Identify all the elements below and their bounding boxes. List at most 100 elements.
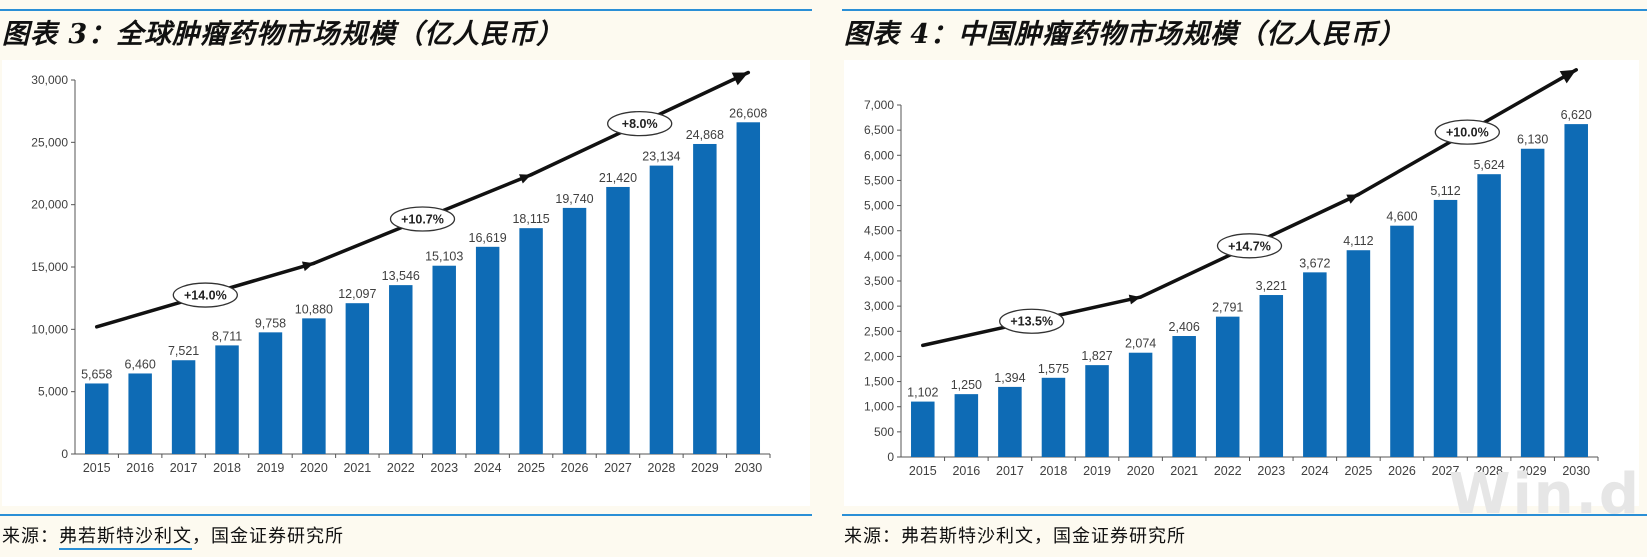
x-tick-label: 2023 (1257, 464, 1285, 478)
bar (562, 207, 587, 454)
x-tick-label: 2022 (387, 461, 415, 475)
x-tick-label: 2018 (1040, 464, 1068, 478)
growth-rate-label: +14.0% (184, 289, 227, 303)
chart-panel-global: 图表 3：全球肿瘤药物市场规模（亿人民币） 0 5,000 10,000 15,000… (0, 0, 812, 557)
x-tick-label: 2030 (734, 461, 762, 475)
trend-arrow-head (1346, 194, 1359, 204)
data-label: 2,406 (1169, 320, 1200, 334)
bar (736, 122, 761, 455)
y-tick-label: 0 (61, 447, 68, 461)
top-rule (0, 9, 812, 11)
x-tick-label: 2023 (430, 461, 458, 475)
data-label: 4,112 (1343, 234, 1373, 248)
source-prefix: 来源： (844, 526, 901, 547)
bar (84, 383, 109, 454)
y-tick-label: 1,500 (864, 375, 894, 389)
bar (1303, 272, 1327, 457)
data-label: 8,711 (212, 329, 242, 343)
source-main: 弗若斯特沙利文 (901, 526, 1034, 547)
chart-panel-china: 图表 4：中国肿瘤药物市场规模（亿人民币） 0 500 1,000 1,500 2,00… (842, 0, 1647, 557)
data-label: 5,624 (1473, 158, 1504, 172)
bar (606, 186, 630, 454)
data-label: 3,221 (1256, 279, 1287, 293)
y-tick-label: 5,500 (864, 173, 894, 187)
bar (649, 165, 674, 454)
data-label: 24,868 (686, 128, 724, 142)
x-tick-label: 2022 (1214, 464, 1242, 478)
watermark-logo: Win.d (1448, 462, 1641, 527)
bar-chart-china: 0 500 1,000 1,500 2,000 2,500 3,000 3,500 4,000 4… (864, 68, 1599, 478)
data-label: 2,074 (1125, 337, 1156, 351)
growth-rate-label: +10.7% (401, 213, 444, 227)
bar (998, 386, 1022, 457)
x-tick-label: 2020 (1127, 464, 1155, 478)
source-note: 来源：弗若斯特沙利文，国金证券研究所 (844, 522, 1186, 548)
bar (693, 143, 717, 454)
y-tick-label: 5,000 (864, 199, 894, 213)
data-label: 23,134 (642, 150, 680, 164)
data-label: 10,880 (295, 302, 333, 316)
bar (1128, 352, 1153, 457)
bar (1564, 124, 1588, 457)
bar (1172, 336, 1196, 457)
growth-rate-badge (607, 110, 673, 137)
data-label: 13,546 (382, 269, 420, 283)
bar (911, 401, 935, 457)
data-label: 6,460 (125, 357, 156, 371)
y-tick-label: 500 (874, 425, 894, 439)
bar (1390, 225, 1414, 457)
x-tick-label: 2026 (561, 461, 589, 475)
x-tick-label: 2019 (257, 461, 285, 475)
growth-rate-badge (389, 206, 456, 232)
data-label: 7,521 (168, 344, 199, 358)
x-tick-label: 2026 (1388, 464, 1416, 478)
x-tick-label: 2020 (300, 461, 328, 475)
data-label: 1,827 (1081, 349, 1112, 363)
trend-arrow-head (1559, 69, 1577, 84)
source-main: 弗若斯特沙利文 (59, 526, 192, 550)
x-tick-label: 2016 (126, 461, 154, 475)
y-tick-label: 2,000 (864, 349, 894, 363)
data-label: 1,394 (994, 371, 1025, 385)
y-tick-label: 3,500 (864, 274, 894, 288)
x-tick-label: 2029 (691, 461, 719, 475)
x-tick-label: 2030 (1562, 464, 1590, 478)
figure-title: 图表 3：全球肿瘤药物市场规模（亿人民币） (2, 19, 565, 50)
y-tick-label: 2,500 (864, 324, 894, 338)
growth-rate-badge (1216, 233, 1283, 259)
x-tick-label: 2028 (1475, 464, 1503, 478)
x-tick-label: 2027 (1432, 464, 1460, 478)
source-note: 来源：弗若斯特沙利文，国金证券研究所 (2, 522, 344, 550)
source-rest: ，国金证券研究所 (192, 526, 344, 547)
bar (345, 303, 370, 454)
y-tick-label: 5,000 (38, 385, 68, 399)
top-rule (842, 9, 1647, 11)
bottom-rule (0, 514, 812, 516)
trend-arrow-head (731, 72, 749, 86)
figure-title: 图表 4：中国肿瘤药物市场规模（亿人民币） (844, 19, 1407, 50)
bar (171, 360, 196, 454)
y-tick-label: 1,000 (864, 400, 894, 414)
x-tick-label: 2024 (474, 461, 502, 475)
data-label: 16,619 (469, 231, 507, 245)
growth-rate-badge (1434, 119, 1500, 145)
data-label: 19,740 (555, 192, 593, 206)
x-tick-label: 2029 (1519, 464, 1547, 478)
x-tick-label: 2021 (343, 461, 371, 475)
x-tick-label: 2024 (1301, 464, 1329, 478)
trend-arrow-head (519, 174, 532, 184)
data-label: 9,758 (255, 316, 286, 330)
bar (258, 332, 283, 454)
y-tick-label: 0 (887, 450, 894, 464)
data-label: 1,102 (907, 386, 938, 400)
bar (1041, 377, 1066, 457)
bar (954, 394, 979, 457)
bar (475, 246, 500, 454)
x-tick-label: 2016 (952, 464, 980, 478)
trend-arrow-head (301, 261, 314, 272)
bar (1433, 199, 1458, 457)
data-label: 15,103 (425, 250, 463, 264)
bar-chart-global: 0 5,000 10,000 15,000 20,000 25,000 30,000 5,65… (31, 70, 771, 475)
y-tick-label: 30,000 (31, 73, 68, 87)
bar (432, 265, 456, 454)
